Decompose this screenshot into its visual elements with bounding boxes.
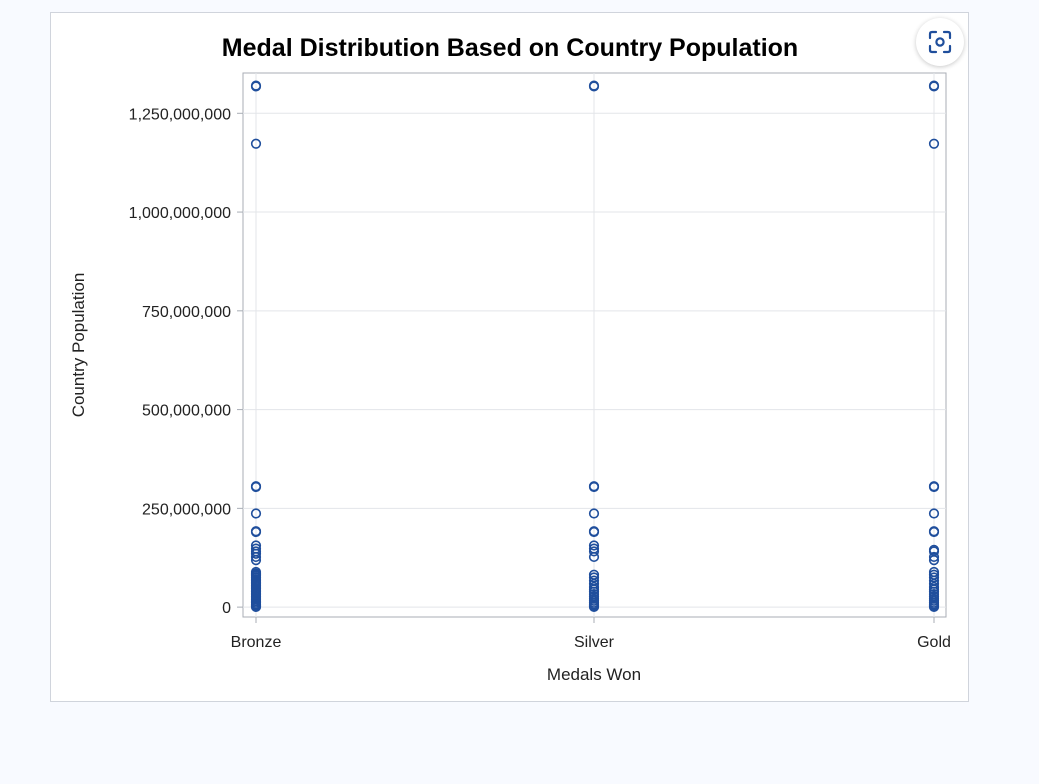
data-point (928, 601, 940, 613)
data-point (250, 526, 262, 538)
focus-frame-icon (928, 30, 952, 54)
data-point (928, 555, 940, 566)
y-tick-label: 500,000,000 (142, 403, 231, 420)
data-point (250, 481, 262, 493)
scatter-chart: Medal Distribution Based on Country Popu… (69, 34, 951, 684)
data-point (928, 508, 940, 519)
y-tick-label: 250,000,000 (142, 501, 231, 518)
data-point (928, 138, 940, 149)
expand-button[interactable] (916, 18, 964, 66)
data-point (588, 540, 600, 551)
x-axis: Bronze Silver Gold (231, 617, 951, 651)
data-point (928, 481, 940, 493)
x-tick-label: Bronze (231, 634, 282, 651)
data-point (928, 551, 940, 563)
y-tick-label: 1,000,000,000 (129, 205, 231, 222)
data-point (250, 548, 262, 559)
data-point (928, 81, 940, 92)
data-point (250, 508, 262, 519)
x-axis-label: Medals Won (547, 665, 641, 684)
data-point (250, 601, 262, 613)
data-point (250, 551, 262, 563)
y-tick-label: 0 (222, 600, 231, 617)
y-axis-label: Country Population (69, 273, 88, 418)
x-tick-label: Silver (574, 634, 615, 651)
y-tick-label: 1,250,000,000 (129, 106, 231, 123)
data-point (588, 81, 600, 92)
data-points (250, 80, 940, 613)
data-point (588, 601, 600, 613)
data-point (250, 81, 262, 92)
data-point (588, 526, 600, 538)
data-point (928, 526, 940, 538)
data-point (588, 572, 600, 583)
data-point (588, 481, 600, 493)
y-tick-label: 750,000,000 (142, 304, 231, 321)
x-tick-label: Gold (917, 634, 951, 651)
data-point (250, 138, 262, 149)
y-axis: 0 250,000,000 500,000,000 750,000,000 1,000,… (129, 106, 243, 617)
data-point (928, 572, 940, 583)
data-point (588, 551, 600, 563)
chart-title: Medal Distribution Based on Country Popu… (222, 34, 798, 62)
data-point (250, 555, 262, 566)
data-point (588, 546, 600, 557)
chart-frame: Medal Distribution Based on Country Popu… (50, 12, 969, 702)
data-point (588, 508, 600, 519)
